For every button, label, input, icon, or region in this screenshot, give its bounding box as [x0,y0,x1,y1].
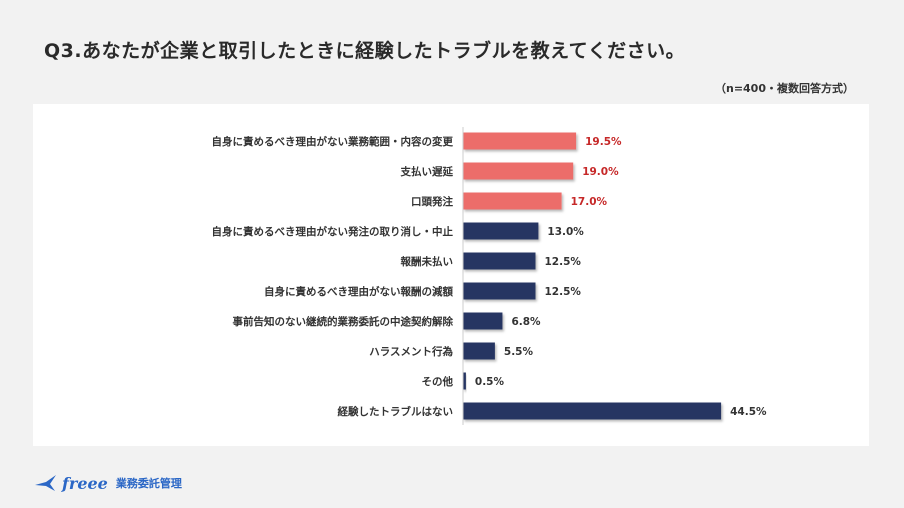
bar [463,312,503,330]
value-label: 12.5% [545,256,582,268]
page-title: Q3.あなたが企業と取引したときに経験したトラブルを教えてください。 [44,40,686,62]
chart-panel: 自身に責めるべき理由がない業務範囲・内容の変更支払い遅延口頭発注自身に責めるべき… [33,104,869,446]
bar [463,282,536,300]
category-label: 口頭発注 [411,195,453,208]
value-label: 0.5% [475,376,505,388]
bar [463,192,562,210]
bar [463,252,536,270]
category-label: 自身に責めるべき理由がない発注の取り消し・中止 [212,225,454,238]
bar [463,222,539,240]
bar [463,162,574,180]
bird-icon [35,475,56,491]
category-label: 自身に責めるべき理由がない業務範囲・内容の変更 [212,135,454,148]
bar [463,132,577,150]
category-label: 事前告知のない継続的業務委託の中途契約解除 [233,315,454,328]
bar [463,342,495,360]
value-label: 44.5% [730,406,767,418]
category-label: 経験したトラブルはない [338,405,454,418]
value-label: 19.0% [582,166,619,178]
bar [463,372,466,390]
value-label: 13.0% [547,226,584,238]
category-label: ハラスメント行為 [369,345,453,358]
bar-chart: 自身に責めるべき理由がない業務範囲・内容の変更支払い遅延口頭発注自身に責めるべき… [212,127,767,425]
footer-brand: freee 業務委託管理 [34,470,182,496]
brand-product-name: 業務委託管理 [115,477,182,490]
category-label: 自身に責めるべき理由がない報酬の減額 [264,285,453,298]
category-label: その他 [422,375,454,388]
value-label: 6.8% [511,316,541,328]
category-label: 報酬未払い [401,255,454,268]
bar [463,402,722,420]
brand-logo-text: freee [62,473,108,493]
value-label: 5.5% [504,346,534,358]
value-label: 19.5% [585,136,622,148]
category-label: 支払い遅延 [400,165,454,178]
value-label: 17.0% [571,196,608,208]
value-label: 12.5% [545,286,582,298]
sample-note: （n=400・複数回答方式） [714,82,854,95]
